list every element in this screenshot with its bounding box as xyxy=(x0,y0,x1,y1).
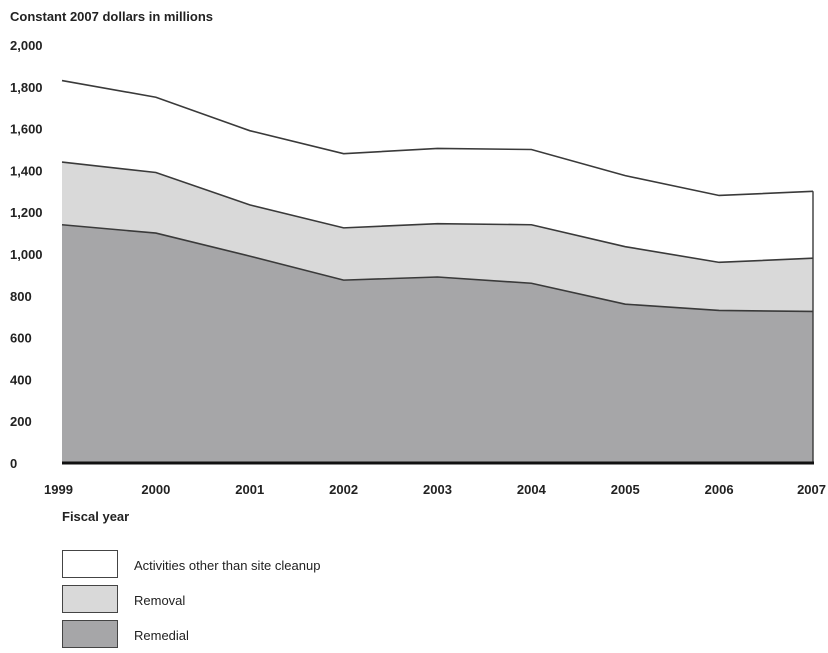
legend-label-other-activities: Activities other than site cleanup xyxy=(134,558,321,573)
y-tick-label: 0 xyxy=(10,456,17,471)
y-tick-label: 600 xyxy=(10,331,32,346)
y-tick-label: 200 xyxy=(10,414,32,429)
area-removal xyxy=(62,162,813,312)
y-axis-label: Constant 2007 dollars in millions xyxy=(10,9,213,24)
legend-label-remedial: Remedial xyxy=(134,628,189,643)
legend-swatch-other-activities xyxy=(62,550,118,578)
x-tick-label: 2004 xyxy=(517,482,547,497)
legend-label-removal: Removal xyxy=(134,593,186,608)
series-outlines xyxy=(61,79,814,463)
x-tick-label: 2005 xyxy=(611,482,640,497)
y-tick-label: 400 xyxy=(10,372,32,387)
legend-swatch-remedial xyxy=(62,620,118,648)
line-removal xyxy=(61,161,814,264)
x-tick-label: 2006 xyxy=(705,482,734,497)
area-remedial xyxy=(62,224,813,463)
x-tick-label: 2000 xyxy=(141,482,170,497)
x-tick-label: 1999 xyxy=(44,482,73,497)
x-tick-label: 2007 xyxy=(797,482,826,497)
x-tick-label: 2003 xyxy=(423,482,452,497)
y-tick-label: 2,000 xyxy=(10,38,43,53)
y-tick-label: 1,800 xyxy=(10,80,43,95)
line-activities-other-than-site-cleanup xyxy=(61,79,814,197)
y-tick-label: 1,200 xyxy=(10,205,43,220)
y-tick-label: 1,600 xyxy=(10,122,43,137)
y-tick-label: 1,000 xyxy=(10,247,43,262)
area-series-group xyxy=(62,80,813,463)
area-activities-other-than-site-cleanup xyxy=(62,80,813,263)
y-tick-label: 800 xyxy=(10,289,32,304)
legend-swatch-removal xyxy=(62,585,118,613)
chart-plot: 0 200 400 600 800 1,000 1,200 1,400 1,600 1,800 2,… xyxy=(10,38,826,497)
y-tick-label: 1,400 xyxy=(10,163,43,178)
x-axis-label: Fiscal year xyxy=(62,509,130,524)
x-tick-labels: 1999 2000 2001 2002 2003 2004 2005 2006 2007 xyxy=(44,482,826,497)
line-remedial xyxy=(61,223,814,313)
x-tick-label: 2002 xyxy=(329,482,358,497)
x-tick-label: 2001 xyxy=(235,482,264,497)
y-tick-labels: 0 200 400 600 800 1,000 1,200 1,400 1,600 1,800 2,… xyxy=(10,38,43,471)
